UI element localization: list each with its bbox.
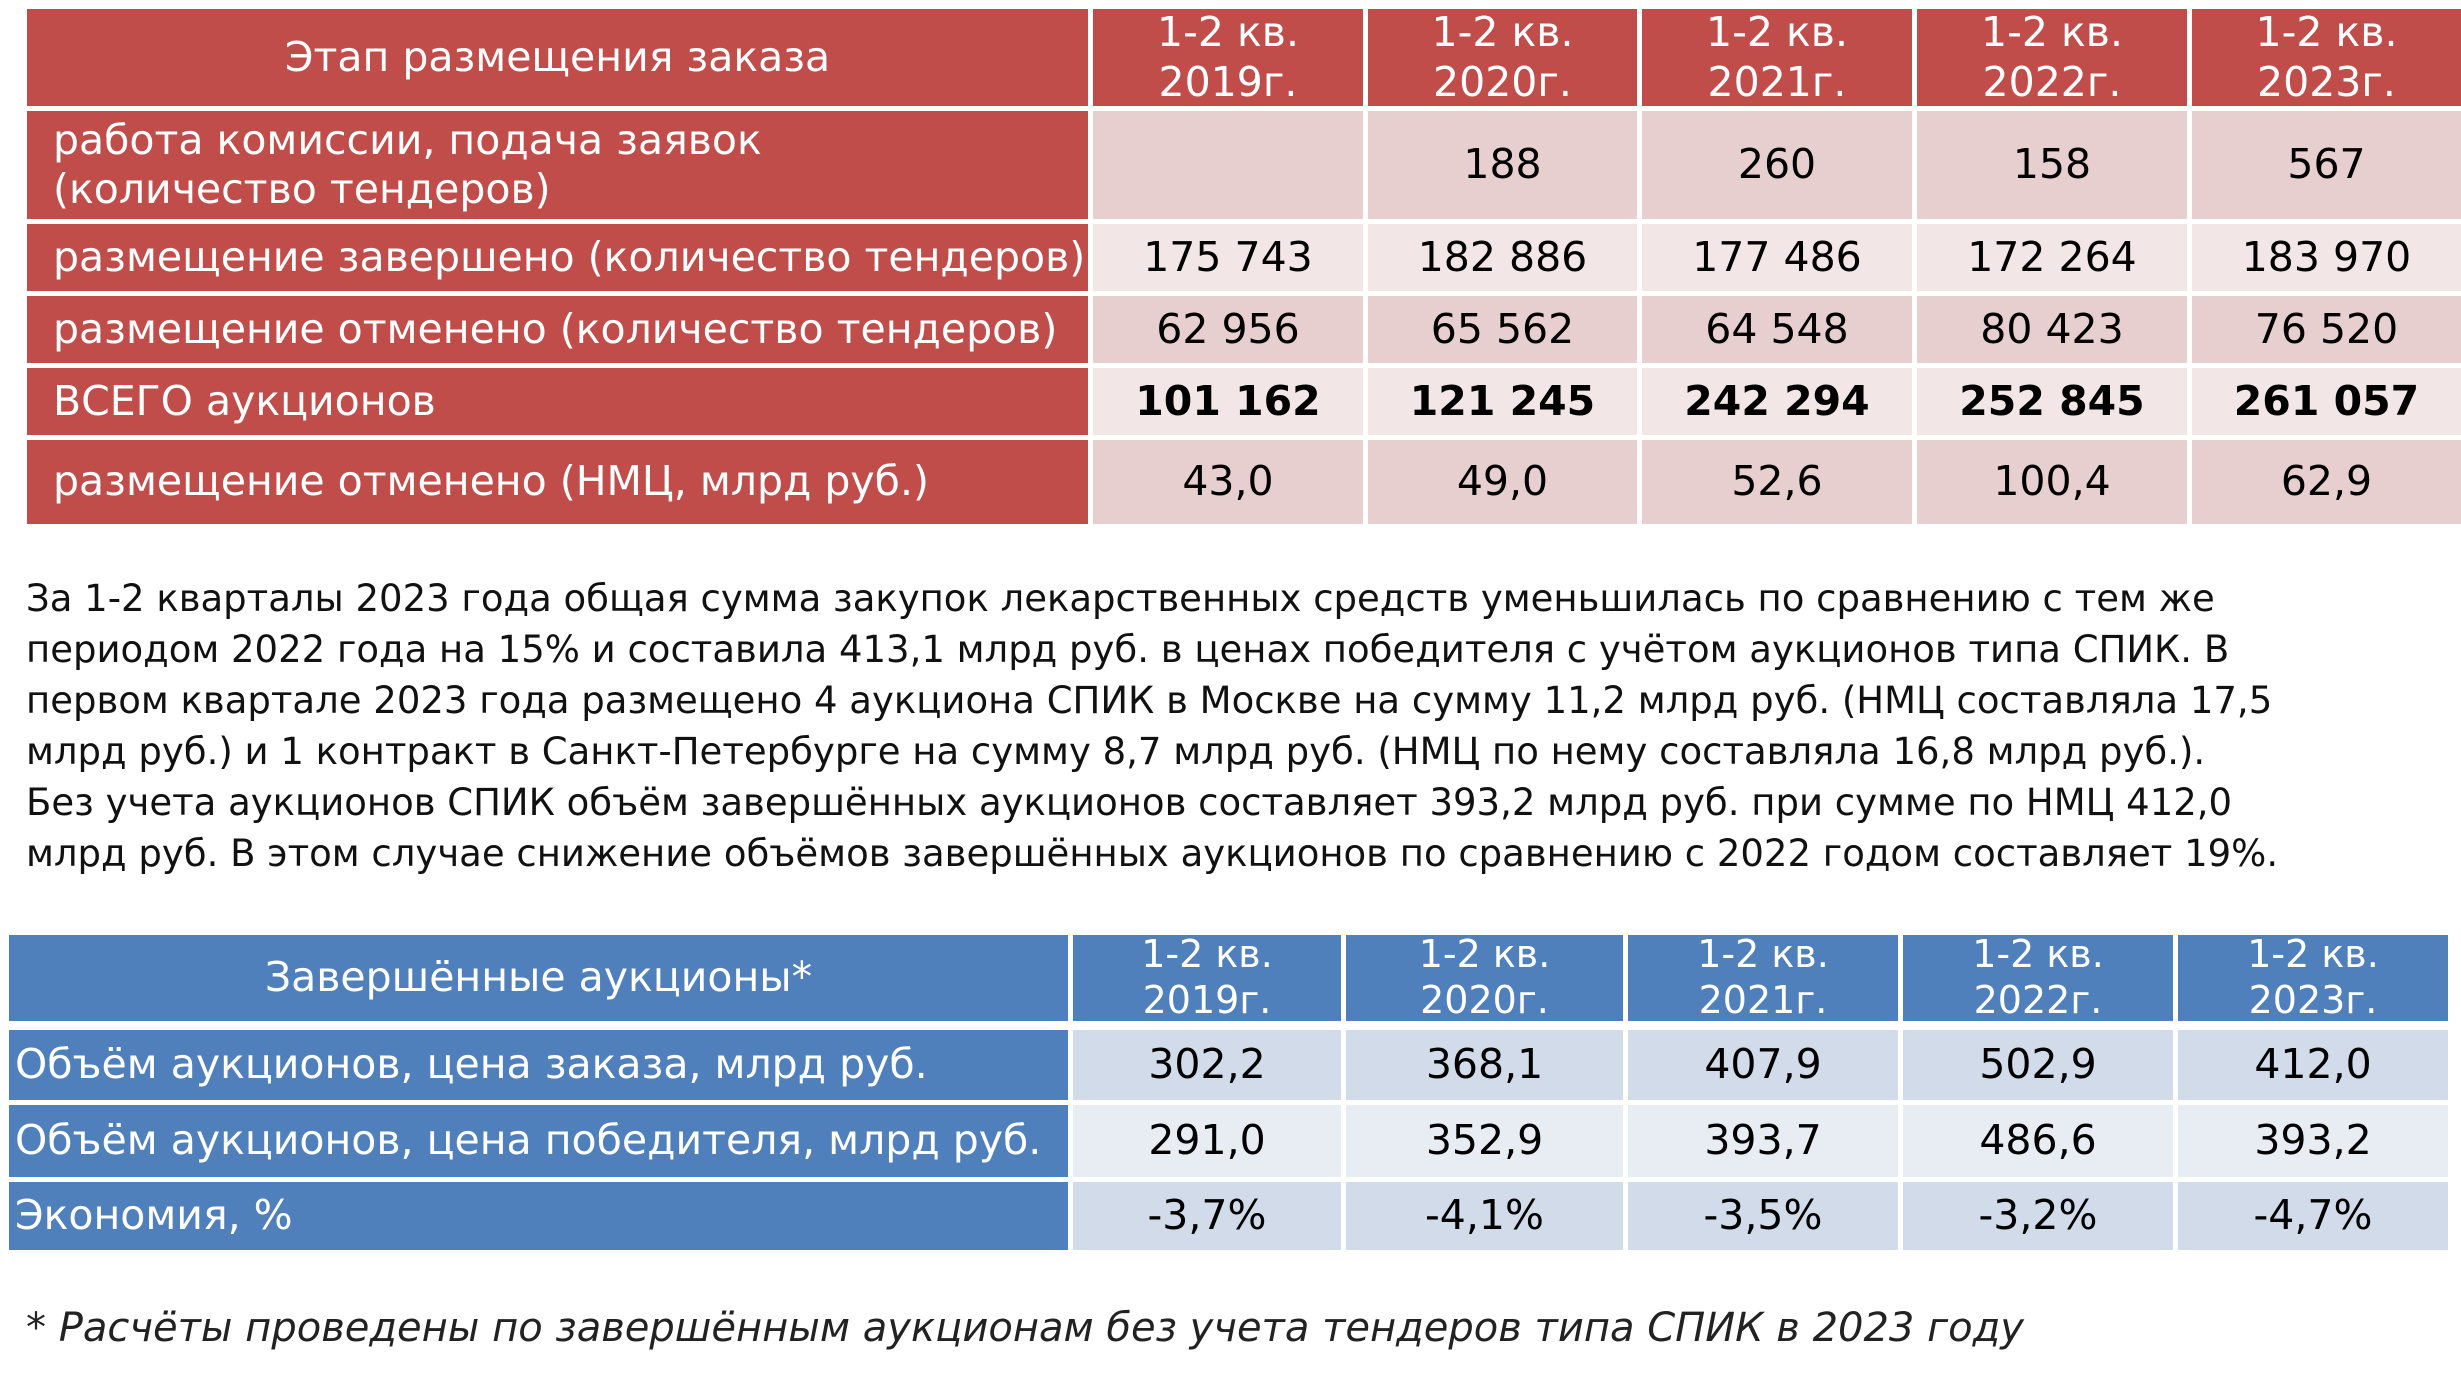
bottom-table-cell: 412,0: [2178, 1030, 2448, 1100]
bottom-table-cell: 393,2: [2178, 1105, 2448, 1177]
top-table-cell: 188: [1368, 111, 1637, 219]
bottom-table-cell: -3,5%: [1628, 1182, 1898, 1250]
bottom-table-cell: -3,2%: [1903, 1182, 2173, 1250]
bottom-table-cell: -4,1%: [1346, 1182, 1623, 1250]
top-table-row-label: размещение завершено (количество тендеро…: [27, 224, 1088, 291]
bottom-table-cell: 352,9: [1346, 1105, 1623, 1177]
top-table-row-label: работа комиссии, подача заявок (количест…: [27, 111, 1088, 219]
summary-paragraph: За 1-2 кварталы 2023 года общая сумма за…: [26, 573, 2446, 879]
top-table-row-label: ВСЕГО аукционов: [27, 368, 1088, 435]
paragraph-line: млрд руб. В этом случае снижение объёмов…: [26, 832, 2279, 875]
top-table-cell: 261 057: [2192, 368, 2461, 435]
bottom-table-period-header: 1-2 кв. 2019г.: [1073, 932, 1341, 1022]
top-table-period-header: 1-2 кв. 2022г.: [1917, 8, 2187, 106]
top-table-cell: 64 548: [1642, 296, 1912, 363]
top-table-cell: 62,9: [2192, 440, 2461, 524]
top-table-stage-header: Этап размещения заказа: [27, 9, 1088, 106]
top-table-period-header: 1-2 кв. 2023г.: [2192, 8, 2461, 106]
bottom-table-cell: 393,7: [1628, 1105, 1898, 1177]
top-table-cell: 567: [2192, 111, 2461, 219]
top-table-cell: 43,0: [1093, 440, 1363, 524]
bottom-table-period-header: 1-2 кв. 2020г.: [1346, 932, 1623, 1022]
top-table-period-header: 1-2 кв. 2019г.: [1093, 8, 1363, 106]
bottom-table-cell: 502,9: [1903, 1030, 2173, 1100]
bottom-table-cell: 368,1: [1346, 1030, 1623, 1100]
top-table-cell: 182 886: [1368, 224, 1637, 291]
top-table-cell: 121 245: [1368, 368, 1637, 435]
bottom-table-cell: 302,2: [1073, 1030, 1341, 1100]
top-table-cell: 172 264: [1917, 224, 2187, 291]
top-table-cell: [1093, 111, 1363, 219]
paragraph-line: Без учета аукционов СПИК объём завершённ…: [26, 781, 2233, 824]
top-table-cell: 52,6: [1642, 440, 1912, 524]
top-table-row-label: размещение отменено (количество тендеров…: [27, 296, 1088, 363]
paragraph-line: периодом 2022 года на 15% и составила 41…: [26, 628, 2230, 671]
bottom-table-period-header: 1-2 кв. 2023г.: [2178, 932, 2448, 1022]
top-table-cell: 175 743: [1093, 224, 1363, 291]
top-table-cell: 101 162: [1093, 368, 1363, 435]
top-table-cell: 80 423: [1917, 296, 2187, 363]
header-stage-label: Этап размещения заказа: [284, 32, 831, 81]
bottom-table-cell: -3,7%: [1073, 1182, 1341, 1250]
top-table-cell: 177 486: [1642, 224, 1912, 291]
footnote: * Расчёты проведены по завершённым аукци…: [26, 1305, 2024, 1351]
top-table-cell: 62 956: [1093, 296, 1363, 363]
top-table-cell: 100,4: [1917, 440, 2187, 524]
top-table-row-label: размещение отменено (НМЦ, млрд руб.): [27, 440, 1088, 524]
paragraph-line: первом квартале 2023 года размещено 4 ау…: [26, 679, 2273, 722]
bottom-table-title-header: Завершённые аукционы*: [9, 935, 1068, 1021]
bottom-table-cell: -4,7%: [2178, 1182, 2448, 1250]
bottom-table-period-header: 1-2 кв. 2022г.: [1903, 932, 2173, 1022]
bottom-table-period-header: 1-2 кв. 2021г.: [1628, 932, 1898, 1022]
bottom-table-cell: 407,9: [1628, 1030, 1898, 1100]
top-table-cell: 183 970: [2192, 224, 2461, 291]
top-table-cell: 242 294: [1642, 368, 1912, 435]
bottom-table-cell: 486,6: [1903, 1105, 2173, 1177]
bottom-table-row-label: Объём аукционов, цена победителя, млрд р…: [9, 1105, 1068, 1177]
top-table-cell: 65 562: [1368, 296, 1637, 363]
top-table-period-header: 1-2 кв. 2021г.: [1642, 8, 1912, 106]
top-table-cell: 49,0: [1368, 440, 1637, 524]
bottom-table-row-label: Объём аукционов, цена заказа, млрд руб.: [9, 1030, 1068, 1100]
top-table-period-header: 1-2 кв. 2020г.: [1368, 8, 1637, 106]
paragraph-line: млрд руб.) и 1 контракт в Санкт-Петербур…: [26, 730, 2206, 773]
top-table-cell: 252 845: [1917, 368, 2187, 435]
paragraph-line: За 1-2 кварталы 2023 года общая сумма за…: [26, 577, 2215, 620]
top-table-cell: 158: [1917, 111, 2187, 219]
top-table-cell: 260: [1642, 111, 1912, 219]
top-table-cell: 76 520: [2192, 296, 2461, 363]
bottom-table-cell: 291,0: [1073, 1105, 1341, 1177]
bottom-table-row-label: Экономия, %: [9, 1182, 1068, 1250]
